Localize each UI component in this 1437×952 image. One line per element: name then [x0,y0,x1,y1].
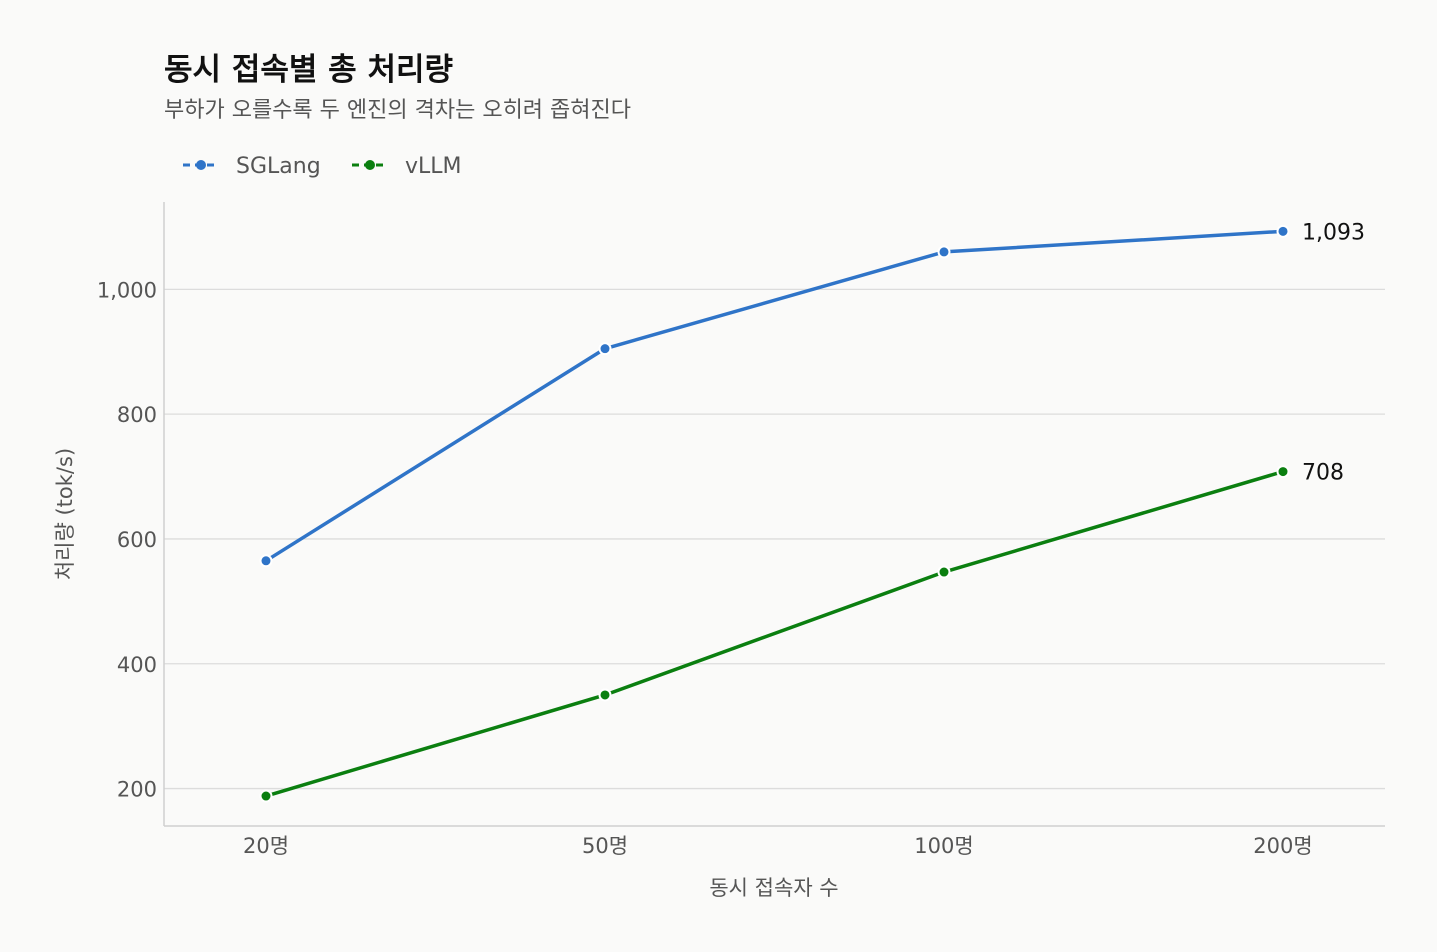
x-tick-label: 20명 [243,834,289,858]
y-tick-labels: 200 400 600 800 1,000 [97,278,157,801]
x-tick-labels: 20명 50명 100명 200명 [243,834,1313,858]
y-tick-label: 800 [117,403,157,427]
legend: SGLang vLLM [183,154,462,179]
x-tick-label: 200명 [1253,834,1312,858]
x-axis-label: 동시 접속자 수 [709,876,838,900]
y-tick-label: 1,000 [97,278,157,302]
y-tick-label: 600 [117,528,157,552]
x-tick-label: 50명 [582,834,628,858]
data-point [1276,224,1290,238]
data-point [259,554,273,568]
data-point [259,789,273,803]
y-tick-label: 200 [117,778,157,802]
legend-swatch-marker [196,160,206,170]
chart-subtitle: 부하가 오를수록 두 엔진의 격차는 오히려 좁혀진다 [164,98,631,123]
data-point [937,245,951,259]
series-line-vllm [265,469,1284,798]
x-tick-label: 100명 [914,834,973,858]
series-line-sglang [265,229,1284,563]
legend-label: SGLang [236,154,321,179]
series-group: 1,093 708 [259,220,1365,803]
gridlines [164,288,1385,790]
chart-title: 동시 접속별 총 처리량 [164,52,453,88]
legend-label: vLLM [405,154,462,179]
data-point [598,688,612,702]
y-axis-label: 처리량 (tok/s) [53,448,77,580]
end-value-label: 708 [1302,461,1344,486]
y-tick-label: 400 [117,653,157,677]
legend-swatch-marker [365,160,375,170]
end-value-label: 1,093 [1302,220,1365,245]
data-point [1276,465,1290,479]
data-point [598,342,612,356]
data-point [937,565,951,579]
